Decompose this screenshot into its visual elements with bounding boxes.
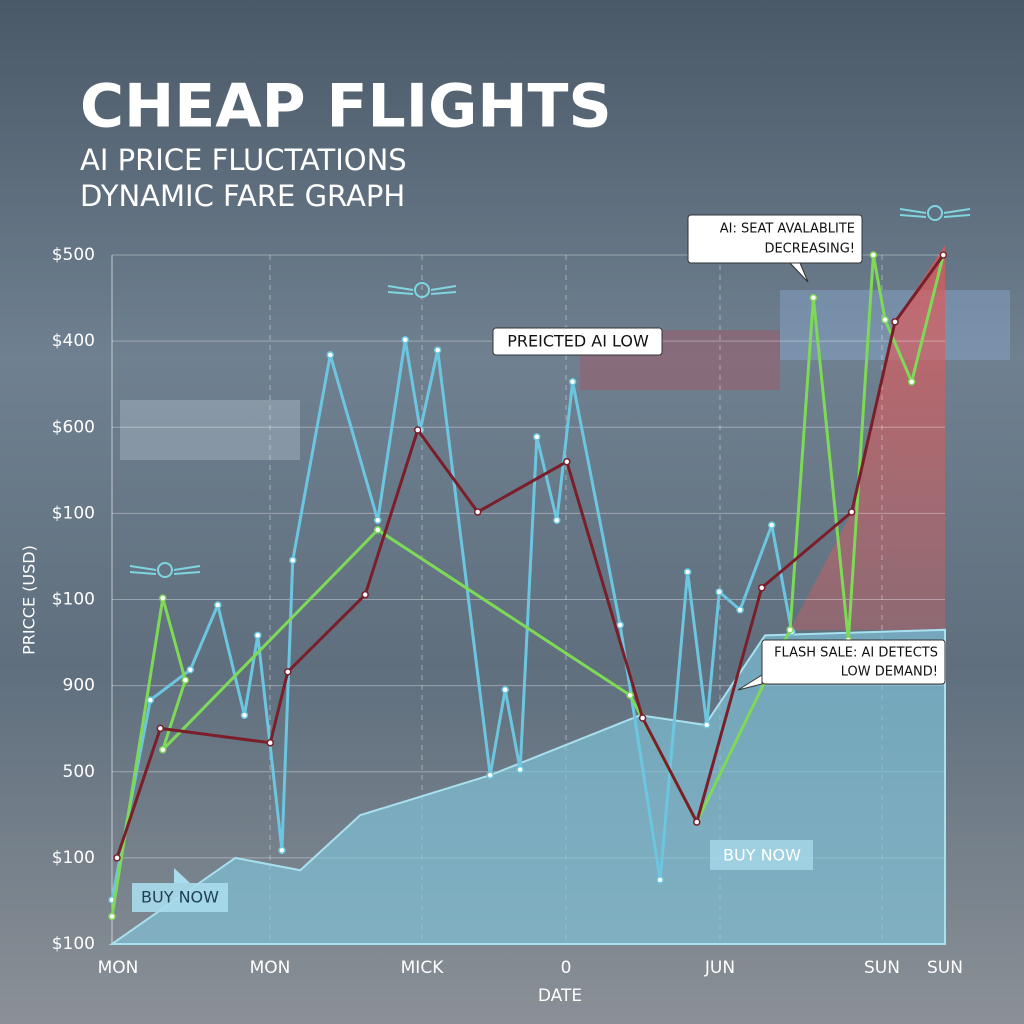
price-point xyxy=(186,666,195,674)
button-box[interactable] xyxy=(132,883,228,912)
button-label[interactable]: BUY NOW xyxy=(723,846,801,865)
callout-text: DECREASING! xyxy=(764,242,855,257)
price-point xyxy=(767,521,776,529)
subtitle: AI PRICE FLUCTATIONS xyxy=(80,143,407,177)
price-point xyxy=(284,668,292,676)
price-point xyxy=(501,686,509,694)
price-point xyxy=(159,594,167,602)
price-point xyxy=(563,457,571,466)
price-point xyxy=(869,251,878,259)
price-point xyxy=(473,508,482,516)
price-point xyxy=(401,335,409,344)
x-axis-label: MON xyxy=(250,958,291,978)
y-axis-label: 500 xyxy=(63,762,95,782)
red-highlight xyxy=(790,245,945,630)
annotation: AI: SEAT AVALABLITE DECREASING! xyxy=(687,214,863,283)
x-axis-label: MICK xyxy=(401,958,445,978)
price-point xyxy=(289,556,297,564)
price-line xyxy=(115,254,945,859)
callout-text: AI: SEAT AVALABLITE xyxy=(720,222,855,237)
price-point xyxy=(847,508,856,516)
y-axis-label: $600 xyxy=(52,417,95,437)
price-point xyxy=(786,626,794,634)
x-axis-label: SUN xyxy=(864,958,900,978)
price-point xyxy=(159,745,167,754)
price-point xyxy=(486,771,494,779)
price-point xyxy=(703,721,711,729)
price-point xyxy=(736,606,744,614)
price-point xyxy=(891,318,899,326)
callout-text: LOW DEMAND! xyxy=(841,665,938,680)
price-point xyxy=(693,818,701,826)
price-point xyxy=(181,676,190,684)
annotation: FLASH SALE: AI DETECTS LOW DEMAND! xyxy=(737,639,946,691)
price-point xyxy=(553,516,561,525)
price-point xyxy=(433,346,442,354)
x-axis-label: JUN xyxy=(704,958,735,978)
price-point xyxy=(939,251,948,259)
price-point xyxy=(809,293,818,302)
button-box[interactable] xyxy=(710,840,813,870)
price-point xyxy=(361,590,369,599)
price-point xyxy=(156,724,165,733)
price-point xyxy=(683,568,692,576)
callout-box xyxy=(492,327,663,356)
price-line xyxy=(110,253,945,917)
price-point xyxy=(616,621,624,629)
y-axis-label: $100 xyxy=(52,934,95,954)
callout-pointer xyxy=(737,674,763,691)
background-sign xyxy=(120,400,300,460)
x-axis-label: SUN xyxy=(927,958,963,978)
y-axis-label: $100 xyxy=(52,503,95,523)
price-point xyxy=(533,433,541,441)
buy-now-button[interactable]: BUY NOW xyxy=(132,868,228,912)
price-point xyxy=(278,846,286,855)
callout-text: FLASH SALE: AI DETECTS xyxy=(774,646,938,661)
x-axis-label: MON xyxy=(98,958,139,978)
subtitle: DYNAMIC FARE GRAPH xyxy=(80,179,405,213)
price-point xyxy=(214,601,222,609)
y-axis-label: $400 xyxy=(52,331,95,351)
price-point xyxy=(266,739,275,747)
price-point xyxy=(626,691,634,700)
y-axis-label: 900 xyxy=(63,676,95,696)
button-pointer xyxy=(174,868,190,883)
price-point xyxy=(413,426,422,434)
y-axis-label: $100 xyxy=(52,590,95,610)
title: CHEAP FLIGHTS xyxy=(80,72,612,142)
price-point xyxy=(638,714,647,722)
price-point xyxy=(254,631,262,640)
price-point xyxy=(516,765,524,774)
price-point xyxy=(373,526,382,534)
y-axis-title: PRICCE (USD) xyxy=(20,545,39,655)
callout-box xyxy=(761,639,946,685)
price-point xyxy=(240,711,249,720)
price-point xyxy=(715,588,724,596)
price-point xyxy=(568,378,577,386)
price-point xyxy=(656,876,664,884)
callout-pointer xyxy=(788,262,809,283)
callout-text: PREICTED AI LOW xyxy=(507,332,649,351)
annotation: PREICTED AI LOW xyxy=(492,327,663,356)
x-axis-title: DATE xyxy=(538,986,582,1006)
price-point xyxy=(373,516,382,525)
button-label[interactable]: BUY NOW xyxy=(141,888,219,907)
y-axis-label: $500 xyxy=(52,245,95,265)
price-point xyxy=(757,584,766,592)
callout-box xyxy=(687,214,863,264)
price-point xyxy=(326,351,334,359)
buy-now-button[interactable]: BUY NOW xyxy=(710,840,813,870)
price-point xyxy=(881,316,889,324)
x-axis-label: 0 xyxy=(561,958,572,978)
price-point xyxy=(113,854,121,862)
y-axis-label: $100 xyxy=(52,848,95,868)
price-point xyxy=(108,912,116,921)
wing-icon xyxy=(129,205,971,578)
price-point xyxy=(907,378,916,386)
